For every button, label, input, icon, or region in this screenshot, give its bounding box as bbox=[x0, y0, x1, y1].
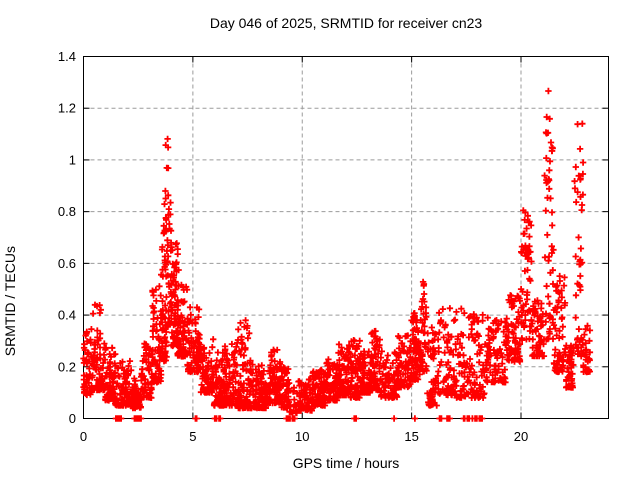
svg-text:1: 1 bbox=[69, 152, 76, 167]
svg-text:15: 15 bbox=[404, 429, 418, 444]
chart-title: Day 046 of 2025, SRMTID for receiver cn2… bbox=[209, 15, 483, 31]
svg-text:0: 0 bbox=[69, 411, 76, 426]
x-axis-label: GPS time / hours bbox=[292, 455, 400, 471]
svg-text:0: 0 bbox=[80, 429, 87, 444]
svg-text:10: 10 bbox=[295, 429, 309, 444]
svg-text:20: 20 bbox=[514, 429, 528, 444]
svg-text:0.6: 0.6 bbox=[58, 256, 76, 271]
svg-text:0.8: 0.8 bbox=[58, 204, 76, 219]
svg-text:0.4: 0.4 bbox=[58, 308, 76, 323]
zero-value-points bbox=[112, 415, 486, 422]
svg-text:1.2: 1.2 bbox=[58, 101, 76, 116]
axis-ticks bbox=[83, 56, 609, 419]
x-tick-labels: 0 5 10 15 20 bbox=[80, 429, 528, 444]
data-points bbox=[80, 87, 594, 417]
plot-frame bbox=[83, 56, 609, 419]
y-tick-labels: 0 0.2 0.4 0.6 0.8 1 1.2 1.4 bbox=[58, 49, 76, 426]
svg-text:1.4: 1.4 bbox=[58, 49, 76, 64]
svg-text:0.2: 0.2 bbox=[58, 359, 76, 374]
svg-text:5: 5 bbox=[189, 429, 196, 444]
